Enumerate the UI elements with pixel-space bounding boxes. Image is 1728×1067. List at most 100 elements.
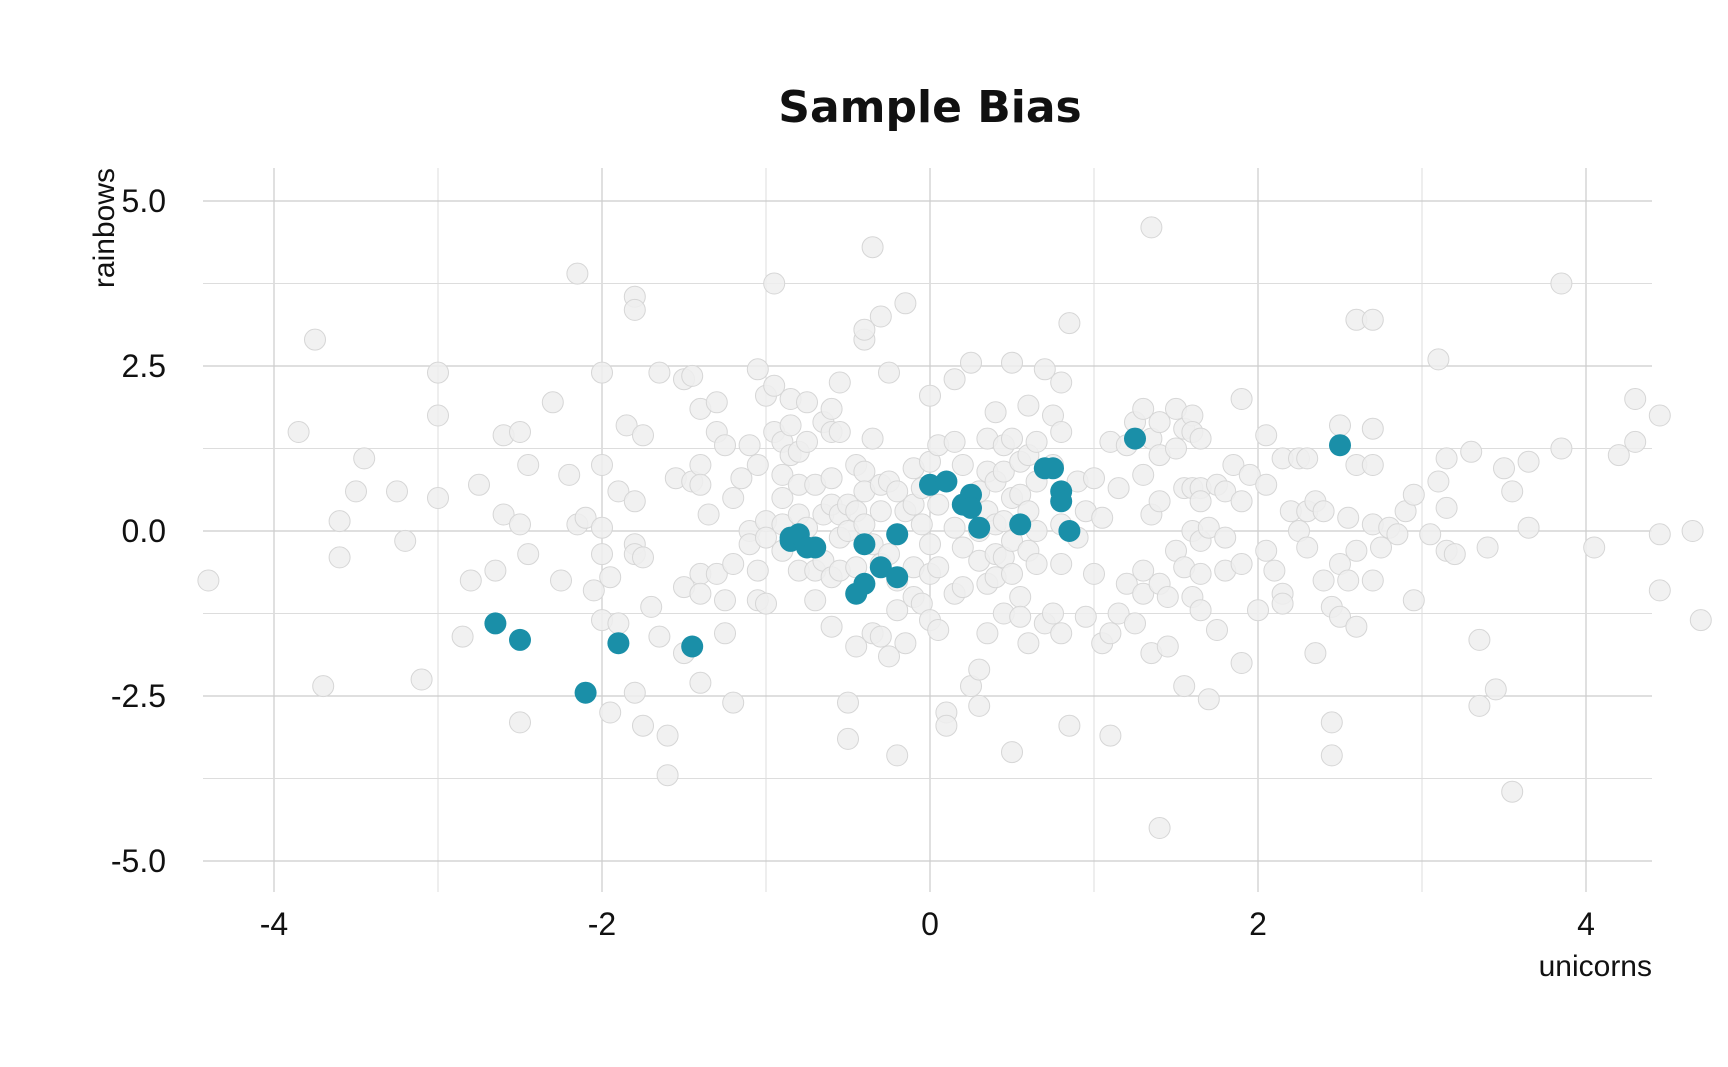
y-tick-label: 0.0 [122,513,166,549]
background-point [1099,622,1122,645]
background-point [1230,388,1253,410]
background-point [1345,615,1368,638]
background-point [328,510,351,533]
sample-point [574,681,597,704]
x-tick-labels: -4 -2 0 2 4 [260,906,1595,942]
background-point [1689,609,1712,632]
background-point [427,361,449,384]
background-point [886,599,909,622]
background-point [1263,559,1286,582]
background-point [1099,724,1122,747]
background-point [1304,642,1327,665]
background-point [1058,714,1081,737]
background-point [1050,622,1073,645]
sample-point [804,536,827,559]
background-point [648,361,671,384]
background-point [1058,312,1081,335]
background-point [632,546,654,569]
background-point [968,658,991,681]
background-point [919,384,941,407]
background-point [632,424,654,447]
sample-point [968,516,991,539]
background-point [648,625,671,648]
background-point [1230,652,1253,674]
background-point [1435,447,1458,470]
background-point [1312,500,1335,523]
background-point [328,546,351,569]
background-point [1583,536,1606,559]
background-point [853,318,876,341]
background-point [591,361,613,384]
background-point [1132,397,1155,420]
sample-point [960,496,982,519]
background-point [1419,523,1442,546]
background-point [894,632,917,655]
background-point [1255,539,1278,562]
sample-point [509,628,531,651]
background-point [1001,741,1023,764]
background-point [689,582,712,605]
background-point [517,543,540,566]
background-point [591,543,613,566]
background-point [1115,572,1138,595]
background-point [681,364,704,387]
background-point [960,351,982,374]
background-point [1025,553,1048,575]
background-point [1386,523,1409,546]
x-tick-label: 0 [921,906,939,942]
background-point [1238,463,1261,486]
background-point [1156,635,1179,658]
background-point [386,480,408,503]
background-point [1329,414,1351,437]
background-point [591,454,613,476]
background-point [927,556,950,579]
background-point [1107,477,1130,500]
background-point [623,490,646,513]
background-point [730,467,753,490]
background-point [599,566,622,589]
background-point [1517,516,1540,539]
background-point [1361,308,1384,331]
background-point [1050,421,1073,443]
background-point [410,668,433,691]
background-point [878,361,900,384]
background-point [755,592,777,615]
background-point [845,635,868,658]
sample-point [1009,513,1032,536]
sample-point [919,473,941,496]
background-point [722,487,745,509]
background-point [1197,516,1220,539]
background-point [861,236,884,259]
background-point [861,427,884,450]
sample-point [853,533,876,556]
x-axis-label: unicorns [1539,950,1652,983]
background-point [1132,463,1155,486]
y-tick-label: -2.5 [111,678,166,714]
sample-points [484,427,1351,704]
background-point [1214,526,1237,549]
background-point [746,358,769,381]
background-point [943,516,966,539]
background-point [1370,536,1392,559]
background-point [828,371,851,394]
background-point [1091,506,1114,529]
background-point [1189,562,1212,585]
background-point [1173,675,1196,698]
background-point [1148,490,1171,513]
background-point [1206,619,1228,641]
x-tick-label: 4 [1577,906,1595,942]
background-point [574,506,597,529]
x-tick-label: 2 [1249,906,1267,942]
background-point [509,711,531,734]
background-point [1427,470,1450,493]
background-point [1042,602,1064,625]
background-point [771,487,794,509]
background-point [1550,437,1573,460]
background-point [656,724,679,747]
background-point [1025,430,1048,453]
background-point [689,671,712,694]
background-point [1361,454,1384,476]
background-point [992,460,1015,483]
background-point [1107,602,1130,625]
background-point [1050,371,1073,394]
